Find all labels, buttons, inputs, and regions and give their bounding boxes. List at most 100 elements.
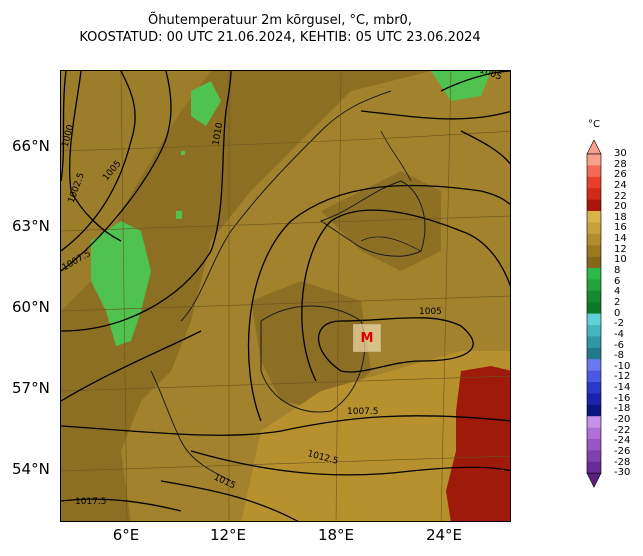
colorbar-segment — [587, 450, 601, 463]
colorbar-tick-label: 4 — [614, 286, 621, 298]
colorbar-tick-label: -8 — [614, 350, 624, 362]
colorbar-tick-label: -26 — [614, 445, 631, 457]
colorbar-tick-label: 18 — [614, 211, 627, 223]
colorbar-segment — [587, 347, 601, 360]
map-title-line1: Õhutemperatuur 2m kõrgusel, °C, mbr0, — [148, 13, 412, 28]
colorbar-tick-label: -14 — [614, 382, 631, 394]
lon-label-18: 18°E — [317, 526, 355, 544]
isobar-1007-5 — [61, 415, 510, 436]
coastline — [180, 90, 392, 322]
colorbar-segment — [587, 290, 601, 303]
colorbar-segment — [587, 393, 601, 406]
colorbar-segment — [587, 222, 601, 235]
colorbar-segment — [587, 336, 601, 349]
graticule-line — [440, 71, 452, 521]
lon-label-6: 6°E — [112, 526, 140, 544]
graticule-line — [61, 375, 510, 392]
lat-label-66: 66°N — [12, 137, 50, 155]
colorbar-segment — [587, 302, 601, 314]
isobar-1002-5 — [69, 71, 122, 242]
colorbar-segment — [587, 461, 601, 474]
lat-label-60: 60°N — [12, 298, 50, 316]
colorbar-segment — [587, 233, 601, 246]
isobar-1012-5 — [190, 450, 510, 476]
kola-mountains — [431, 71, 491, 101]
colorbar-segment — [587, 416, 601, 428]
isobar-1017-5 — [61, 498, 182, 512]
isobar-label: 1017.5 — [75, 497, 107, 507]
isobar-label: 1007.5 — [347, 407, 379, 417]
isobar — [360, 110, 510, 120]
graticule-line — [120, 71, 128, 521]
colorbar-segment — [587, 404, 601, 417]
colorbar-tick-label: -6 — [614, 339, 624, 351]
graticule-line — [61, 130, 510, 152]
baltic-sea — [251, 281, 371, 411]
colorbar-tick-label: -4 — [614, 328, 624, 340]
colorbar-tick-label: -24 — [614, 435, 631, 447]
colorbar-segment — [587, 313, 601, 326]
coastline — [150, 370, 232, 482]
colorbar-tick-label: 2 — [614, 296, 621, 308]
temperature-map[interactable]: 1005 1000 1002.5 1005 1007.5 1010 1005 1… — [60, 70, 511, 522]
graticule-line — [61, 215, 510, 232]
isobar-1005 — [247, 184, 510, 422]
colorbar-segment — [587, 154, 601, 166]
colorbar-tick-label: -2 — [614, 318, 624, 330]
colorbar-tick-label: 30 — [614, 148, 627, 159]
north-mountains — [191, 81, 221, 126]
colorbar-top-arrow — [586, 140, 602, 155]
colorbar-bottom-arrow — [586, 472, 602, 488]
map-canvas — [61, 71, 510, 521]
low-pressure-marker: M — [353, 324, 381, 352]
colorbar-segment — [587, 382, 601, 394]
colorbar-segment — [587, 176, 601, 189]
colorbar-tick-label: 14 — [614, 233, 627, 245]
colorbar-tick-label: 26 — [614, 169, 627, 181]
colorbar-tick-label: 24 — [614, 179, 627, 191]
colorbar-tick-label: -16 — [614, 392, 631, 404]
colorbar-segment — [587, 188, 601, 200]
colorbar-tick-label: 20 — [614, 201, 627, 213]
isobar-1015 — [160, 480, 299, 521]
colorbar-segment — [587, 359, 601, 371]
isobar-1005-closed — [317, 317, 474, 373]
mountain-patch — [176, 211, 182, 219]
colorbar-segment — [587, 268, 601, 280]
colorbar-tick-label: -12 — [614, 371, 631, 383]
colorbar-tick-label: -22 — [614, 424, 631, 436]
colorbar-tick-label: 22 — [614, 190, 627, 202]
isobar-1007-5 — [301, 209, 510, 382]
colorbar-tick-label: 28 — [614, 158, 627, 170]
map-title-line2: KOOSTATUD: 00 UTC 21.06.2024, KEHTIB: 05… — [79, 30, 481, 45]
hot-region — [446, 366, 510, 521]
coastline — [319, 180, 426, 257]
colorbar-tick-label: 8 — [614, 265, 621, 277]
graticule-line — [335, 71, 342, 521]
colorbar-segment — [587, 165, 601, 178]
colorbar-segment — [587, 370, 601, 383]
lat-label-63: 63°N — [12, 217, 50, 235]
colorbar-segment — [587, 199, 601, 212]
colorbar-tick-label: 6 — [614, 275, 621, 287]
isobar-1007-5 — [61, 71, 172, 272]
isobar-label: 1005 — [419, 307, 442, 317]
coastline — [260, 305, 366, 413]
isobar-1005 — [61, 71, 136, 252]
isobar — [460, 130, 510, 165]
lon-label-24: 24°E — [425, 526, 463, 544]
colorbar-segment — [587, 439, 601, 451]
isobar-1005 — [440, 71, 510, 92]
colorbar-tick-label: 16 — [614, 222, 627, 234]
warm-region — [241, 351, 510, 521]
colorbar-tick-label: -18 — [614, 403, 631, 415]
colorbar-tick-label: 10 — [614, 254, 627, 266]
isobar-1010 — [61, 330, 202, 402]
colorbar-tick-label: -30 — [614, 467, 631, 479]
colorbar-segment — [587, 256, 601, 269]
colorbar-tick-label: 0 — [614, 307, 621, 319]
graticule-line — [61, 455, 510, 472]
colorbar-segment — [587, 325, 601, 337]
lat-label-54: 54°N — [12, 460, 50, 478]
colorbar-tick-label: -28 — [614, 456, 631, 468]
